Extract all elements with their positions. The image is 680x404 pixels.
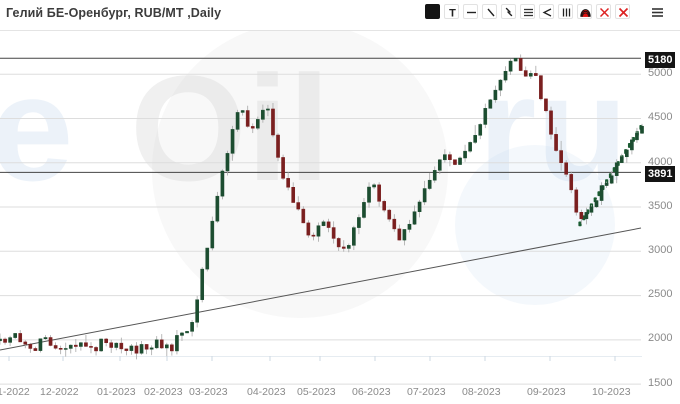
svg-text:e: e — [0, 44, 73, 212]
svg-text:T: T — [449, 8, 456, 20]
svg-text:ru: ru — [478, 44, 628, 212]
svg-text:Oil: Oil — [130, 44, 330, 212]
